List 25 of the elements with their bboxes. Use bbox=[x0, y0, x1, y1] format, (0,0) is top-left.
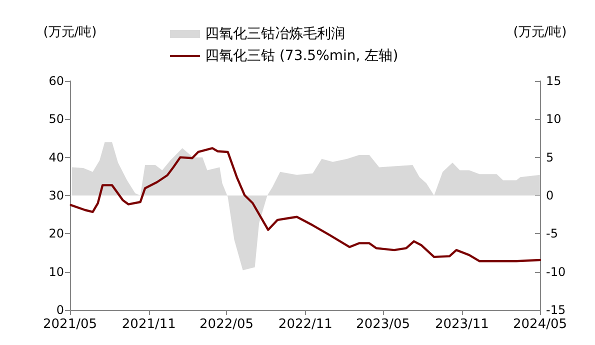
y2-axis-title: (万元/吨) bbox=[513, 25, 567, 40]
y2-tick-label: -5 bbox=[546, 226, 558, 241]
legend-label: 四氧化三钴 (73.5%min, 左轴) bbox=[205, 48, 398, 64]
y-tick-label: 10 bbox=[48, 264, 64, 279]
y-tick-label: 20 bbox=[48, 226, 64, 241]
y-tick-label: 0 bbox=[56, 303, 64, 317]
y2-tick-label: 10 bbox=[546, 112, 562, 126]
y-tick-label: 30 bbox=[48, 188, 64, 202]
x-tick-label: 2021/11 bbox=[122, 317, 176, 332]
x-tick-label: 2021/05 bbox=[42, 317, 98, 332]
y2-tick-label: 15 bbox=[546, 74, 562, 88]
y2-tick-label: -15 bbox=[546, 303, 566, 317]
y2-tick-label: -10 bbox=[546, 264, 566, 279]
y2-tick-label: 5 bbox=[546, 150, 554, 164]
legend-label: 四氧化三钴冶炼毛利润 bbox=[205, 26, 345, 42]
y2-tick-label: 0 bbox=[546, 188, 554, 202]
y-tick-label: 60 bbox=[48, 74, 64, 88]
x-tick-label: 2022/11 bbox=[278, 317, 332, 332]
y-tick-label: 50 bbox=[48, 112, 64, 126]
x-tick-label: 2023/11 bbox=[434, 317, 489, 332]
x-tick-label: 2022/05 bbox=[200, 317, 254, 332]
x-tick-label: 2023/05 bbox=[356, 317, 410, 332]
x-tick-label: 2024/05 bbox=[512, 317, 568, 332]
y-axis-title: (万元/吨) bbox=[43, 25, 97, 40]
y-tick-label: 40 bbox=[48, 150, 64, 164]
